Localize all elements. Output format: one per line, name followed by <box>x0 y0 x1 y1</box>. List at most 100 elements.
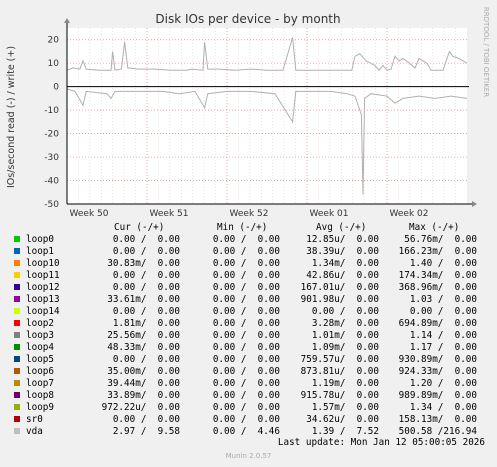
legend-max-value: 56.76m/ 0.00 <box>404 234 477 245</box>
x-tick-label: Week 51 <box>150 209 189 219</box>
legend-cur-value: 0.00 / 0.00 <box>112 306 180 317</box>
legend-row: loop12 0.00 / 0.00 0.00 / 0.00 167.01u/ 0.0… <box>0 282 497 294</box>
series-vda-read <box>66 88 468 195</box>
legend-row: loop8 33.89m/ 0.00 0.00 / 0.00 915.78u/ 0.0… <box>0 390 497 402</box>
legend-min-value: 0.00 / 0.00 <box>212 330 280 341</box>
legend-row: loop10 30.83m/ 0.00 0.00 / 0.00 1.34m/ 0.00… <box>0 258 497 270</box>
legend-cur-value: 0.00 / 0.00 <box>112 354 180 365</box>
legend-avg-value: 167.01u/ 0.00 <box>300 282 379 293</box>
legend-swatch <box>14 392 20 398</box>
legend-swatch <box>14 416 20 422</box>
legend-avg-value: 1.57m/ 0.00 <box>311 402 379 413</box>
legend-device-name: loop4 <box>26 342 54 353</box>
x-axis-ticks: Week 50 Week 51 Week 52 Week 01 Week 02 <box>70 209 429 219</box>
legend-max-value: 930.89m/ 0.00 <box>398 354 477 365</box>
legend-device-name: sr0 <box>26 414 43 425</box>
legend-max-value: 1.34 / 0.00 <box>409 402 477 413</box>
legend-avg-value: 1.09m/ 0.00 <box>311 342 379 353</box>
legend-avg-value: 1.39 / 7.52 <box>311 426 379 437</box>
legend-avg-value: 1.19m/ 0.00 <box>311 378 379 389</box>
legend-device-name: loop11 <box>26 270 60 281</box>
legend-swatch <box>14 332 20 338</box>
legend-avg-value: 0.00 / 0.00 <box>311 306 379 317</box>
legend-row: loop5 0.00 / 0.00 0.00 / 0.00 759.57u/ 0.00… <box>0 354 497 366</box>
legend-max-value: 1.14 / 0.00 <box>409 330 477 341</box>
legend-max-value: 368.96m/ 0.00 <box>398 282 477 293</box>
legend-swatch <box>14 320 20 326</box>
y-tick-label: -30 <box>44 153 59 163</box>
legend-device-name: loop7 <box>26 378 54 389</box>
legend-cur-value: 1.81m/ 0.00 <box>112 318 180 329</box>
y-tick-label: -20 <box>44 130 59 140</box>
legend-row: loop9 972.22u/ 0.00 0.00 / 0.00 1.57m/ 0.00… <box>0 402 497 414</box>
legend-device-name: loop12 <box>26 282 60 293</box>
legend-cur-value: 0.00 / 0.00 <box>112 234 180 245</box>
legend-max-value: 158.13m/ 0.00 <box>398 414 477 425</box>
legend-row: loop3 25.56m/ 0.00 0.00 / 0.00 1.01m/ 0.00 1… <box>0 330 497 342</box>
legend-device-name: loop0 <box>26 234 54 245</box>
legend-min-value: 0.00 / 4.46 <box>212 426 280 437</box>
legend-device-name: loop3 <box>26 330 54 341</box>
legend-max-value: 166.23m/ 0.00 <box>398 246 477 257</box>
legend-swatch <box>14 368 20 374</box>
legend-row: loop6 35.00m/ 0.00 0.00 / 0.00 873.81u/ 0.0… <box>0 366 497 378</box>
legend-min-value: 0.00 / 0.00 <box>212 234 280 245</box>
legend-min-value: 0.00 / 0.00 <box>212 414 280 425</box>
y-tick-label: 0 <box>53 83 59 93</box>
legend-cur-value: 25.56m/ 0.00 <box>107 330 180 341</box>
x-axis-arrow <box>472 201 477 207</box>
legend-cur-value: 0.00 / 0.00 <box>112 414 180 425</box>
legend-cur-value: 33.61m/ 0.00 <box>107 294 180 305</box>
y-tick-label: 10 <box>48 59 60 69</box>
legend-header-min: Min (-/+) <box>217 222 268 233</box>
legend-cur-value: 39.44m/ 0.00 <box>107 378 180 389</box>
legend-cur-value: 0.00 / 0.00 <box>112 246 180 257</box>
legend-row: loop11 0.00 / 0.00 0.00 / 0.00 42.86u/ 0.00… <box>0 270 497 282</box>
legend-min-value: 0.00 / 0.00 <box>212 354 280 365</box>
legend-device-name: loop8 <box>26 390 54 401</box>
legend-row: loop0 0.00 / 0.00 0.00 / 0.00 12.85u/ 0.00 5… <box>0 234 497 246</box>
legend-row: loop13 33.61m/ 0.00 0.00 / 0.00 901.98u/ 0.… <box>0 294 497 306</box>
legend-avg-value: 1.01m/ 0.00 <box>311 330 379 341</box>
legend-avg-value: 1.34m/ 0.00 <box>311 258 379 269</box>
legend-row: vda 2.97 / 9.58 0.00 / 4.46 1.39 / 7.52 500.… <box>0 426 497 438</box>
legend-max-value: 1.40 / 0.00 <box>409 258 477 269</box>
y-tick-label: -40 <box>44 177 59 187</box>
legend-avg-value: 873.81u/ 0.00 <box>300 366 379 377</box>
x-tick-label: Week 52 <box>230 209 269 219</box>
legend-header-cur: Cur (-/+) <box>114 222 165 233</box>
legend-cur-value: 33.89m/ 0.00 <box>107 390 180 401</box>
legend-max-value: 0.00 / 0.00 <box>409 306 477 317</box>
legend-device-name: loop13 <box>26 294 60 305</box>
series-vda-write <box>66 37 468 71</box>
legend-swatch <box>14 344 20 350</box>
legend-device-name: loop6 <box>26 366 54 377</box>
legend-cur-value: 30.83m/ 0.00 <box>107 258 180 269</box>
legend-avg-value: 42.86u/ 0.00 <box>306 270 379 281</box>
legend-swatch <box>14 272 20 278</box>
legend-swatch <box>14 308 20 314</box>
legend-max-value: 989.89m/ 0.00 <box>398 390 477 401</box>
y-tick-label: -10 <box>44 106 59 116</box>
legend-swatch <box>14 428 20 434</box>
legend-row: loop2 1.81m/ 0.00 0.00 / 0.00 3.28m/ 0.00 69… <box>0 318 497 330</box>
legend-max-value: 1.17 / 0.00 <box>409 342 477 353</box>
legend-swatch <box>14 356 20 362</box>
legend-device-name: loop1 <box>26 246 54 257</box>
y-axis-ticks: 20 10 0 -10 -20 -30 -40 -50 <box>44 36 59 210</box>
x-tick-label: Week 01 <box>310 209 349 219</box>
rrdtool-watermark: RRDTOOL / TOBI OETIKER <box>482 7 490 97</box>
legend-min-value: 0.00 / 0.00 <box>212 366 280 377</box>
y-axis-arrow <box>64 18 70 23</box>
legend-device-name: loop2 <box>26 318 54 329</box>
legend-min-value: 0.00 / 0.00 <box>212 390 280 401</box>
legend-avg-value: 759.57u/ 0.00 <box>300 354 379 365</box>
legend-min-value: 0.00 / 0.00 <box>212 306 280 317</box>
legend-swatch <box>14 260 20 266</box>
legend-min-value: 0.00 / 0.00 <box>212 318 280 329</box>
legend-row: loop14 0.00 / 0.00 0.00 / 0.00 0.00 / 0.00 0… <box>0 306 497 318</box>
legend-avg-value: 901.98u/ 0.00 <box>300 294 379 305</box>
series-lines <box>66 37 468 195</box>
y-axis-label: IOs/second read (-) / write (+) <box>6 46 17 188</box>
